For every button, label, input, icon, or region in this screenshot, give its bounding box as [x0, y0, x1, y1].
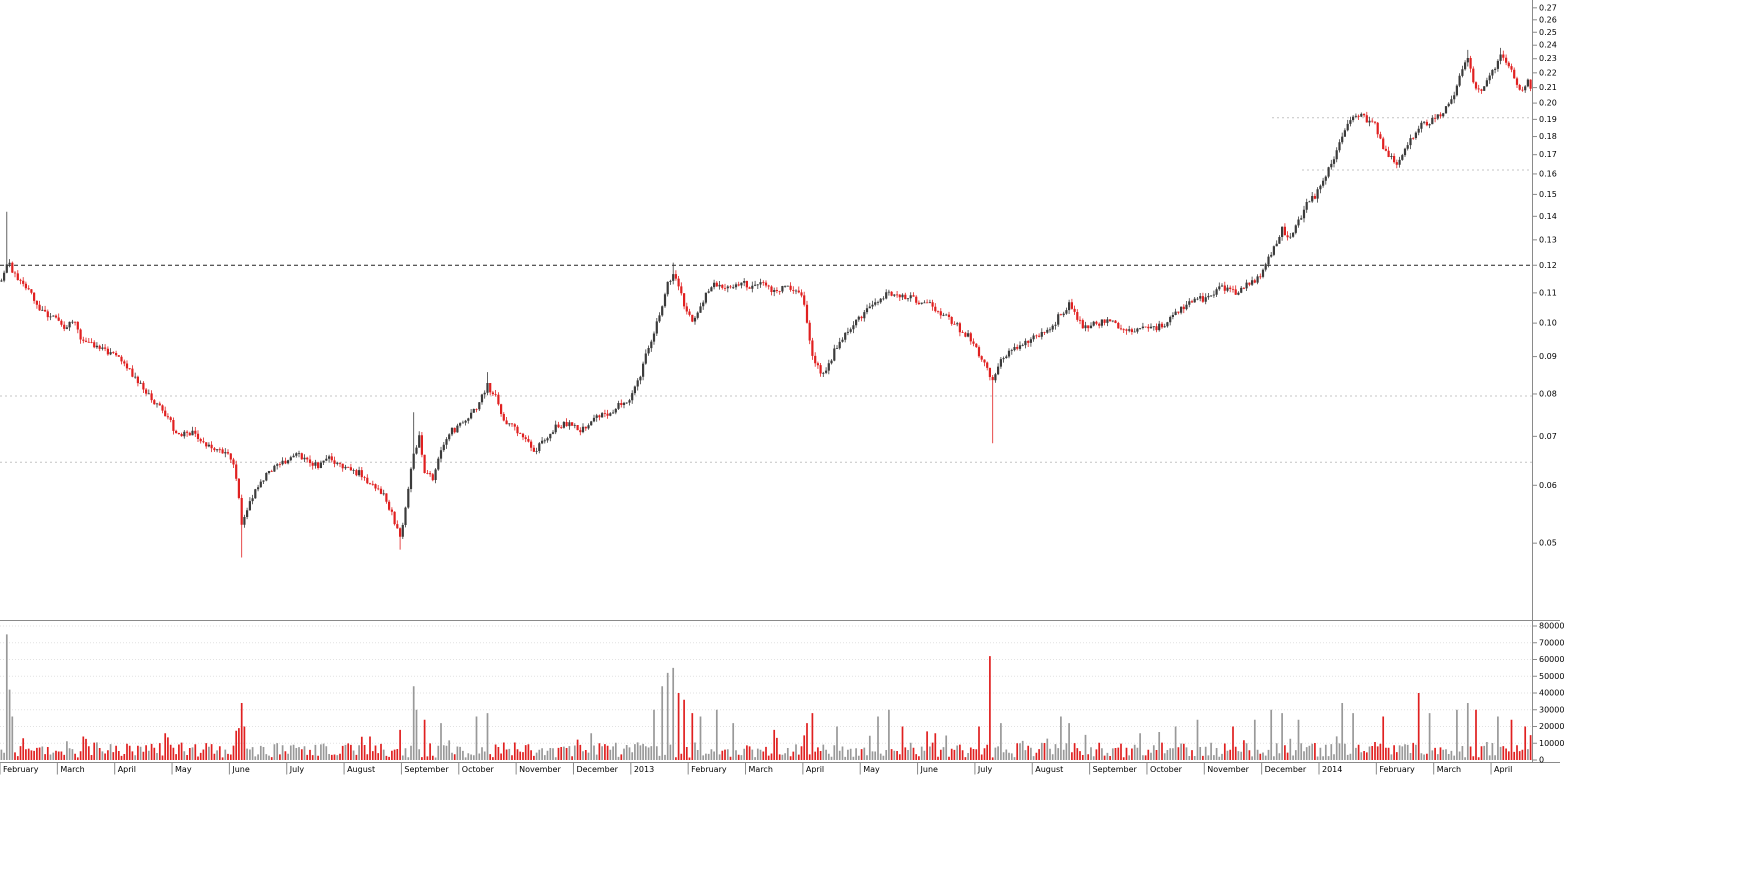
month-label: November [519, 765, 561, 774]
price-tick-label: 0.11 [1539, 288, 1557, 297]
price-tick-label: 0.08 [1539, 389, 1557, 398]
month-label: August [1035, 765, 1063, 774]
support-resistance-lines [0, 117, 1532, 463]
month-label: July [977, 765, 993, 774]
price-tick-label: 0.26 [1539, 15, 1557, 24]
month-label: March [749, 765, 773, 774]
price-tick-label: 0.19 [1539, 115, 1557, 124]
volume-tick-label: 0 [1539, 756, 1544, 765]
volume-tick-label: 60000 [1539, 655, 1564, 664]
price-tick-label: 0.20 [1539, 99, 1557, 108]
month-label: September [1093, 765, 1138, 774]
month-label: March [60, 765, 84, 774]
volume-tick-label: 70000 [1539, 638, 1564, 647]
month-label: July [289, 765, 305, 774]
price-axis: 0.27 0.26 0.25 0.24 0.23 0.22 0.21 0.20 0.19 0.18… [1532, 3, 1557, 548]
volume-bars-down [14, 656, 1532, 760]
price-tick-label: 0.12 [1539, 261, 1557, 270]
volume-tick-label: 80000 [1539, 622, 1564, 631]
candle-wicks-up [0, 47, 1529, 539]
month-label: April [806, 765, 824, 774]
month-label: June [231, 765, 250, 774]
candle-bodies-down [11, 54, 1532, 537]
month-label: May [175, 765, 192, 774]
volume-tick-label: 40000 [1539, 689, 1564, 698]
month-label: June [920, 765, 939, 774]
price-tick-label: 0.23 [1539, 54, 1557, 63]
price-tick-label: 0.10 [1539, 319, 1557, 328]
time-axis: February March April May June July August Septe… [0, 762, 1512, 775]
volume-bars-up [0, 634, 1529, 760]
axis-frame [0, 0, 1560, 763]
month-label: March [1437, 765, 1461, 774]
month-label: February [3, 765, 39, 774]
volume-axis: 80000 70000 60000 50000 40000 30000 20000 10000… [1532, 622, 1564, 765]
price-tick-label: 0.18 [1539, 132, 1557, 141]
price-tick-label: 0.09 [1539, 352, 1557, 361]
price-tick-label: 0.05 [1539, 539, 1557, 548]
price-tick-label: 0.13 [1539, 235, 1557, 244]
price-tick-label: 0.15 [1539, 190, 1557, 199]
month-label: April [1494, 765, 1512, 774]
volume-tick-label: 50000 [1539, 672, 1564, 681]
month-label: 2013 [634, 765, 654, 774]
price-tick-label: 0.17 [1539, 150, 1557, 159]
candle-bodies-up [0, 54, 1529, 537]
month-label: 2014 [1322, 765, 1342, 774]
month-label: April [118, 765, 136, 774]
candle-wicks-down [11, 50, 1531, 558]
price-tick-label: 0.06 [1539, 481, 1557, 490]
price-tick-label: 0.24 [1539, 41, 1557, 50]
month-label: October [462, 765, 495, 774]
month-label: December [576, 765, 618, 774]
month-label: May [863, 765, 880, 774]
month-label: November [1207, 765, 1249, 774]
price-pane [0, 47, 1532, 558]
price-tick-label: 0.16 [1539, 169, 1557, 178]
month-label: October [1150, 765, 1183, 774]
month-label: September [404, 765, 449, 774]
volume-pane [0, 634, 1532, 760]
volume-tick-label: 20000 [1539, 722, 1564, 731]
month-label: August [347, 765, 375, 774]
price-tick-label: 0.27 [1539, 3, 1557, 12]
price-tick-label: 0.21 [1539, 83, 1557, 92]
volume-tick-label: 30000 [1539, 705, 1564, 714]
month-label: February [691, 765, 727, 774]
price-tick-label: 0.22 [1539, 68, 1557, 77]
price-tick-label: 0.14 [1539, 212, 1557, 221]
volume-tick-label: 10000 [1539, 739, 1564, 748]
volume-gridlines [0, 625, 1532, 744]
month-label: February [1379, 765, 1415, 774]
price-tick-label: 0.25 [1539, 28, 1557, 37]
price-tick-label: 0.07 [1539, 432, 1557, 441]
month-label: December [1265, 765, 1307, 774]
